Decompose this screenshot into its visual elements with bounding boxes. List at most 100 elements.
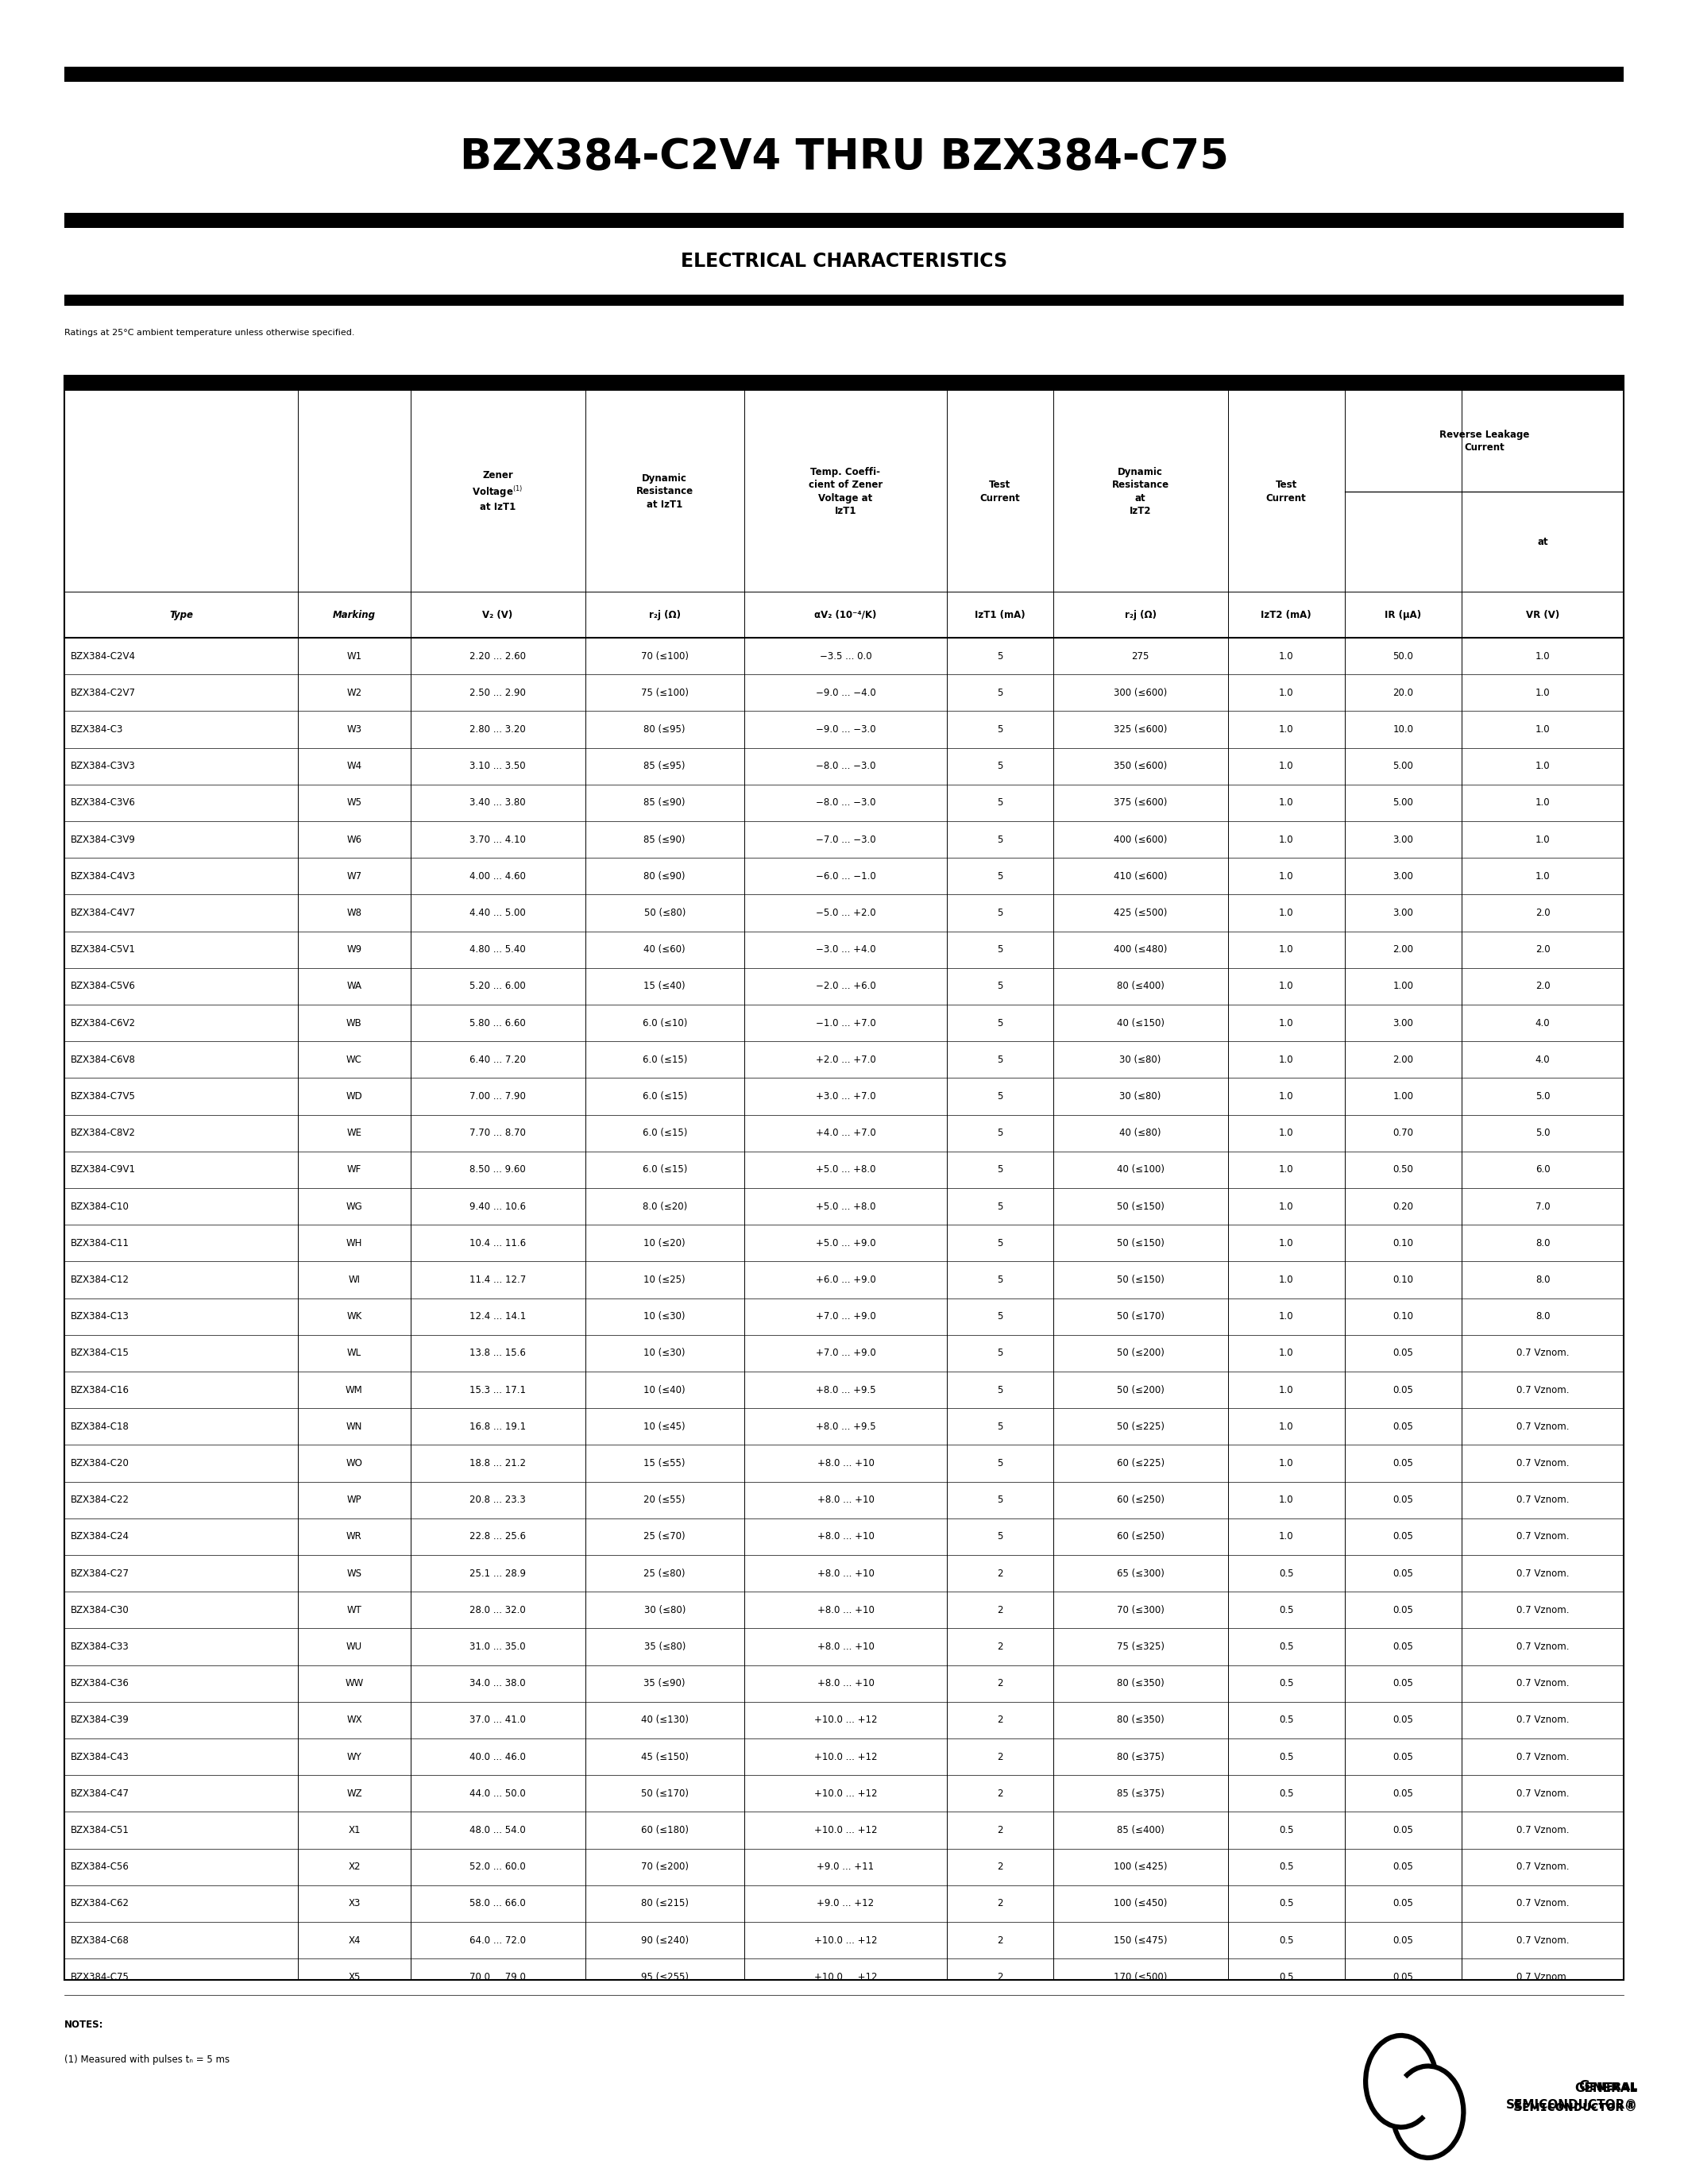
Text: 60 (≤180): 60 (≤180) — [641, 1826, 689, 1835]
Text: 5: 5 — [998, 760, 1003, 771]
Text: 0.05: 0.05 — [1393, 1789, 1413, 1800]
Text: 1.0: 1.0 — [1280, 1310, 1293, 1321]
Text: +8.0 ... +10: +8.0 ... +10 — [817, 1605, 874, 1616]
Text: IzT1 (mA): IzT1 (mA) — [974, 609, 1025, 620]
Text: 0.05: 0.05 — [1393, 1605, 1413, 1616]
Text: 18.8 ... 21.2: 18.8 ... 21.2 — [469, 1459, 527, 1468]
Text: 7.70 ... 8.70: 7.70 ... 8.70 — [469, 1127, 527, 1138]
Text: V₂ (V): V₂ (V) — [483, 609, 513, 620]
Text: 4.40 ... 5.00: 4.40 ... 5.00 — [469, 909, 527, 917]
Text: 1.0: 1.0 — [1280, 688, 1293, 699]
Text: r₂j (Ω): r₂j (Ω) — [1124, 609, 1156, 620]
Text: X4: X4 — [348, 1935, 361, 1946]
Text: +7.0 ... +9.0: +7.0 ... +9.0 — [815, 1310, 876, 1321]
Text: 0.5: 0.5 — [1280, 1752, 1293, 1762]
Text: W9: W9 — [346, 943, 361, 954]
Text: BZX384-C8V2: BZX384-C8V2 — [71, 1127, 137, 1138]
Text: 0.10: 0.10 — [1393, 1275, 1413, 1284]
Text: 1.0: 1.0 — [1280, 834, 1293, 845]
Text: BZX384-C3: BZX384-C3 — [71, 725, 123, 734]
Text: 350 (≤600): 350 (≤600) — [1114, 760, 1166, 771]
Text: 50 (≤170): 50 (≤170) — [1116, 1310, 1165, 1321]
Text: −6.0 ... −1.0: −6.0 ... −1.0 — [815, 871, 876, 882]
Text: 90 (≤240): 90 (≤240) — [641, 1935, 689, 1946]
Text: (1) Measured with pulses tₙ = 5 ms: (1) Measured with pulses tₙ = 5 ms — [64, 2055, 230, 2064]
Text: BZX384-C36: BZX384-C36 — [71, 1677, 130, 1688]
Text: +8.0 ... +10: +8.0 ... +10 — [817, 1531, 874, 1542]
Text: 15 (≤40): 15 (≤40) — [643, 981, 685, 992]
Text: 7.00 ... 7.90: 7.00 ... 7.90 — [469, 1092, 527, 1101]
Text: 20.8 ... 23.3: 20.8 ... 23.3 — [469, 1494, 527, 1505]
Text: WM: WM — [346, 1385, 363, 1396]
Text: 9.40 ... 10.6: 9.40 ... 10.6 — [469, 1201, 527, 1212]
Text: BZX384-C4V3: BZX384-C4V3 — [71, 871, 137, 882]
Bar — [64, 376, 1624, 1981]
Text: 5: 5 — [998, 1201, 1003, 1212]
Text: 80 (≤375): 80 (≤375) — [1116, 1752, 1165, 1762]
Text: W2: W2 — [346, 688, 361, 699]
Text: Dynamic
Resistance
at
IzT2: Dynamic Resistance at IzT2 — [1112, 467, 1170, 515]
Text: 2: 2 — [998, 1752, 1003, 1762]
Text: 50 (≤200): 50 (≤200) — [1116, 1385, 1165, 1396]
Text: BZX384-C4V7: BZX384-C4V7 — [71, 909, 137, 917]
Text: 2: 2 — [998, 1898, 1003, 1909]
Text: 0.5: 0.5 — [1280, 1642, 1293, 1651]
Text: 15.3 ... 17.1: 15.3 ... 17.1 — [469, 1385, 527, 1396]
Text: BZX384-C16: BZX384-C16 — [71, 1385, 130, 1396]
Text: 20 (≤55): 20 (≤55) — [643, 1494, 685, 1505]
Text: W6: W6 — [346, 834, 361, 845]
Text: 325 (≤600): 325 (≤600) — [1114, 725, 1166, 734]
Text: +5.0 ... +9.0: +5.0 ... +9.0 — [815, 1238, 876, 1249]
Text: 6.0 (≤15): 6.0 (≤15) — [641, 1055, 687, 1066]
Text: 40 (≤60): 40 (≤60) — [643, 943, 685, 954]
Text: 5: 5 — [998, 1310, 1003, 1321]
Text: W8: W8 — [346, 909, 361, 917]
Text: 0.05: 0.05 — [1393, 1385, 1413, 1396]
Text: 0.5: 0.5 — [1280, 1568, 1293, 1579]
Text: 8.0 (≤20): 8.0 (≤20) — [643, 1201, 687, 1212]
Text: WU: WU — [346, 1642, 363, 1651]
Text: 1.0: 1.0 — [1280, 1238, 1293, 1249]
Text: BZX384-C3V9: BZX384-C3V9 — [71, 834, 137, 845]
Text: BZX384-C2V4 THRU BZX384-C75: BZX384-C2V4 THRU BZX384-C75 — [459, 138, 1229, 177]
Text: WA: WA — [346, 981, 361, 992]
Text: −2.0 ... +6.0: −2.0 ... +6.0 — [815, 981, 876, 992]
Text: BZX384-C6V2: BZX384-C6V2 — [71, 1018, 137, 1029]
Text: BZX384-C24: BZX384-C24 — [71, 1531, 130, 1542]
Text: +10.0 ... +12: +10.0 ... +12 — [814, 1935, 878, 1946]
Text: 1.0: 1.0 — [1280, 1092, 1293, 1101]
Text: VR (V): VR (V) — [1526, 609, 1560, 620]
Text: 100 (≤425): 100 (≤425) — [1114, 1861, 1166, 1872]
Text: 50 (≤150): 50 (≤150) — [1116, 1275, 1165, 1284]
Text: +6.0 ... +9.0: +6.0 ... +9.0 — [815, 1275, 876, 1284]
Text: 5: 5 — [998, 943, 1003, 954]
Text: 2: 2 — [998, 1861, 1003, 1872]
Text: 10.4 ... 11.6: 10.4 ... 11.6 — [469, 1238, 527, 1249]
Text: WG: WG — [346, 1201, 363, 1212]
Text: 5: 5 — [998, 834, 1003, 845]
Text: 0.7 Vznom.: 0.7 Vznom. — [1516, 1677, 1570, 1688]
Text: BZX384-C3V3: BZX384-C3V3 — [71, 760, 135, 771]
Text: 2: 2 — [998, 1677, 1003, 1688]
Text: 1.0: 1.0 — [1280, 760, 1293, 771]
Text: 75 (≤325): 75 (≤325) — [1116, 1642, 1165, 1651]
Text: 1.0: 1.0 — [1280, 981, 1293, 992]
Text: 6.0 (≤10): 6.0 (≤10) — [641, 1018, 687, 1029]
Text: 1.0: 1.0 — [1536, 760, 1550, 771]
Text: WS: WS — [346, 1568, 361, 1579]
Text: 1.0: 1.0 — [1280, 1275, 1293, 1284]
Text: 375 (≤600): 375 (≤600) — [1114, 797, 1166, 808]
Text: 100 (≤450): 100 (≤450) — [1114, 1898, 1166, 1909]
Text: BZX384-C2V4: BZX384-C2V4 — [71, 651, 137, 662]
Text: 0.05: 0.05 — [1393, 1642, 1413, 1651]
Text: 1.0: 1.0 — [1536, 651, 1550, 662]
Text: 1.0: 1.0 — [1280, 909, 1293, 917]
Text: 45 (≤150): 45 (≤150) — [641, 1752, 689, 1762]
Text: Marking: Marking — [333, 609, 376, 620]
Text: BZX384-C27: BZX384-C27 — [71, 1568, 130, 1579]
Text: BZX384-C33: BZX384-C33 — [71, 1642, 130, 1651]
Text: 2: 2 — [998, 1972, 1003, 1983]
Text: 34.0 ... 38.0: 34.0 ... 38.0 — [469, 1677, 525, 1688]
Text: 50 (≤80): 50 (≤80) — [643, 909, 685, 917]
Text: 0.5: 0.5 — [1280, 1677, 1293, 1688]
